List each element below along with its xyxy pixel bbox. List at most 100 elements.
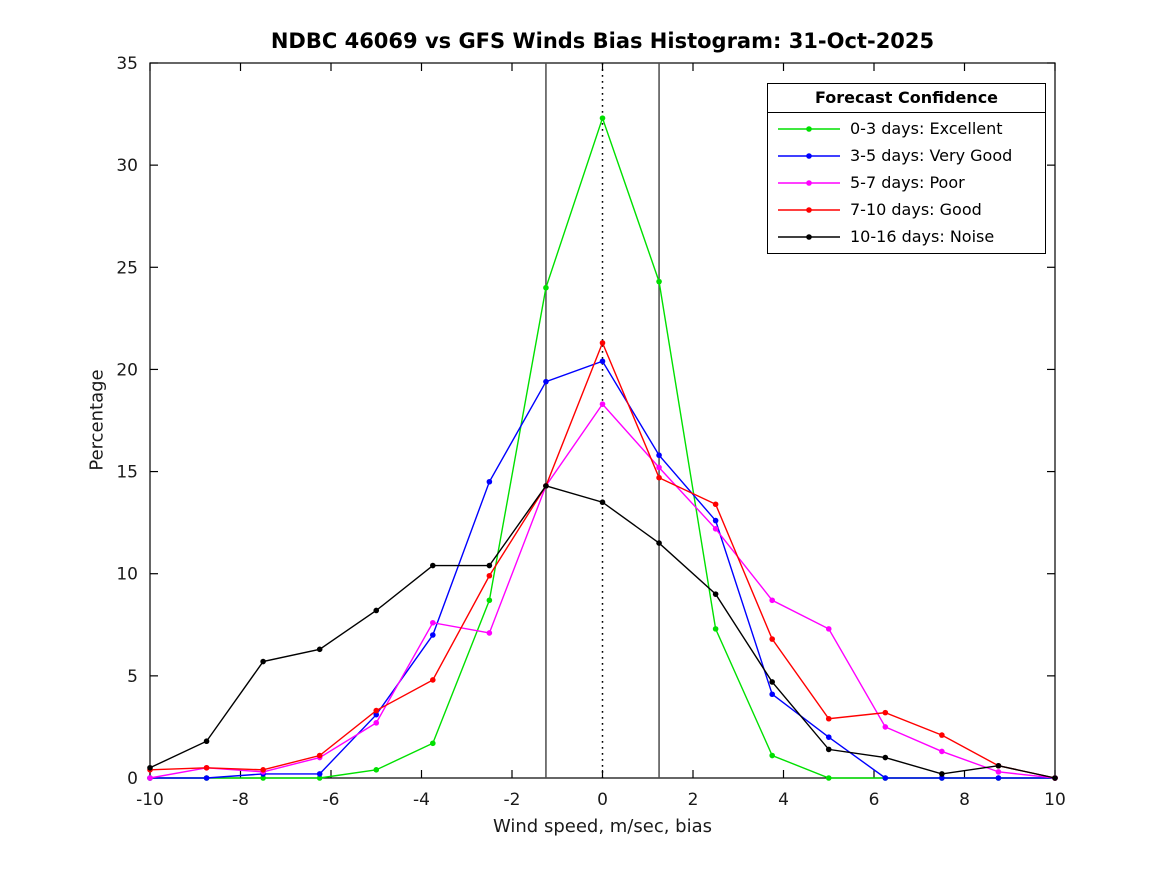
y-tick-label: 20 — [116, 360, 138, 380]
series-marker-1 — [599, 358, 606, 365]
series-marker-0 — [825, 775, 832, 781]
series-marker-2 — [656, 464, 662, 471]
x-tick-label: 8 — [959, 790, 970, 810]
series-marker-1 — [486, 478, 493, 485]
series-marker-0 — [769, 752, 775, 759]
series-marker-3 — [430, 677, 436, 683]
series-marker-1 — [430, 632, 436, 638]
series-marker-3 — [260, 767, 266, 773]
series-marker-3 — [203, 764, 210, 771]
series-marker-0 — [599, 115, 606, 121]
series-marker-4 — [430, 562, 436, 569]
series-marker-1 — [543, 378, 549, 385]
x-tick-label: 4 — [778, 790, 789, 810]
series-marker-0 — [543, 284, 549, 291]
y-tick-label: 15 — [116, 463, 138, 483]
series-marker-4 — [995, 762, 1002, 769]
legend-box: Forecast Confidence 0-3 days: Excellent 3… — [767, 83, 1046, 254]
series-marker-2 — [825, 626, 832, 632]
series-marker-4 — [769, 679, 775, 685]
series-marker-2 — [769, 597, 775, 604]
legend-item: 0-3 days: Excellent — [768, 115, 1045, 142]
series-marker-3 — [882, 709, 889, 716]
series-marker-2 — [599, 401, 606, 407]
x-axis-label: Wind speed, m/sec, bias — [492, 816, 712, 837]
series-marker-4 — [712, 591, 719, 597]
series-marker-3 — [599, 340, 606, 346]
series-marker-0 — [486, 597, 493, 604]
series-marker-4 — [543, 483, 549, 489]
series-marker-1 — [769, 691, 775, 698]
series-marker-2 — [147, 775, 153, 781]
series-marker-3 — [769, 636, 775, 642]
x-tick-label: 6 — [869, 790, 880, 810]
x-tick-label: 10 — [1044, 790, 1066, 810]
series-marker-3 — [712, 501, 719, 508]
series-marker-4 — [1052, 775, 1058, 781]
series-marker-2 — [995, 769, 1002, 775]
legend-items: 0-3 days: Excellent 3-5 days: Very Good 5-… — [768, 113, 1045, 253]
x-tick-label: -10 — [136, 790, 164, 810]
series-marker-2 — [486, 630, 493, 636]
series-marker-3 — [373, 707, 380, 714]
series-marker-2 — [939, 748, 945, 755]
legend-line-sample — [778, 233, 840, 240]
legend-line-sample — [778, 152, 840, 159]
series-marker-1 — [656, 452, 662, 459]
series-marker-4 — [939, 771, 945, 777]
legend-line-sample — [778, 125, 840, 132]
series-marker-4 — [147, 764, 153, 771]
y-tick-label: 35 — [116, 54, 138, 74]
series-marker-1 — [373, 711, 380, 718]
legend-item-label: 5-7 days: Poor — [850, 173, 965, 192]
legend-sample-marker — [806, 206, 812, 213]
series-marker-0 — [316, 775, 323, 781]
series-marker-1 — [995, 775, 1002, 781]
x-tick-label: 0 — [597, 790, 608, 810]
legend-line-sample — [778, 206, 840, 213]
series-marker-4 — [882, 754, 889, 761]
x-tick-label: 2 — [688, 790, 699, 810]
series-marker-3 — [825, 715, 832, 722]
series-marker-2 — [712, 525, 719, 532]
legend-line-sample — [778, 179, 840, 186]
y-tick-label: 10 — [116, 565, 138, 585]
series-marker-3 — [316, 752, 323, 759]
series-marker-0 — [260, 775, 266, 781]
series-marker-3 — [939, 732, 945, 738]
legend-item-label: 7-10 days: Good — [850, 200, 982, 219]
series-marker-4 — [260, 658, 266, 665]
series-marker-1 — [882, 775, 889, 781]
x-tick-label: -4 — [413, 790, 430, 810]
series-marker-1 — [712, 517, 719, 524]
legend-sample-marker — [806, 152, 812, 159]
series-marker-0 — [656, 278, 662, 285]
y-tick-label: 25 — [116, 258, 138, 278]
legend-sample-marker — [806, 233, 812, 240]
y-tick-label: 0 — [127, 769, 138, 789]
series-marker-0 — [712, 626, 719, 632]
y-tick-label: 5 — [127, 667, 138, 687]
series-marker-1 — [939, 775, 945, 781]
series-marker-0 — [373, 767, 380, 773]
series-marker-4 — [373, 607, 380, 614]
chart-title: NDBC 46069 vs GFS Winds Bias Histogram: … — [270, 29, 935, 53]
series-marker-2 — [373, 720, 380, 726]
legend-item: 5-7 days: Poor — [768, 169, 1045, 196]
series-marker-4 — [316, 646, 323, 653]
x-tick-label: -2 — [504, 790, 521, 810]
series-marker-0 — [430, 740, 436, 747]
series-line-4 — [149, 485, 1056, 779]
legend-item-label: 0-3 days: Excellent — [850, 119, 1003, 138]
series-marker-3 — [656, 474, 662, 481]
series-marker-1 — [825, 734, 832, 740]
series-marker-4 — [486, 562, 493, 569]
x-tick-label: -6 — [323, 790, 340, 810]
legend-sample-marker — [806, 125, 812, 132]
legend-item-label: 3-5 days: Very Good — [850, 146, 1013, 165]
series-marker-4 — [825, 746, 832, 753]
legend-sample-marker — [806, 179, 812, 186]
series-marker-4 — [203, 738, 210, 745]
